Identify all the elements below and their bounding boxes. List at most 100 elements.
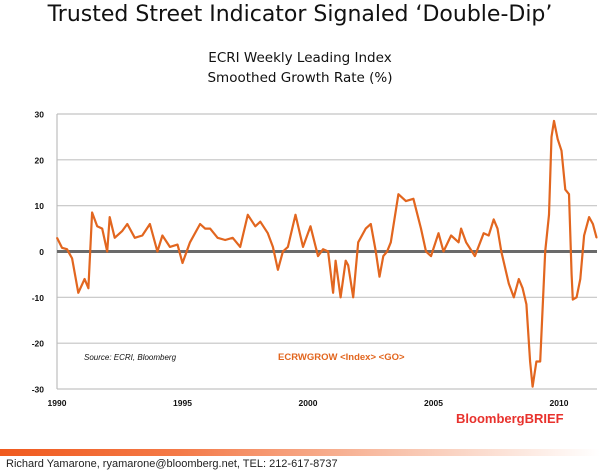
data-point: [309, 225, 312, 228]
data-point: [560, 149, 563, 152]
data-point: [568, 193, 570, 196]
data-point: [500, 250, 503, 253]
y-tick-label: 10: [35, 201, 45, 211]
data-point: [564, 188, 567, 191]
data-point: [287, 246, 289, 248]
data-point: [583, 234, 585, 237]
y-tick-label: 20: [35, 155, 45, 165]
data-point: [224, 239, 226, 241]
data-point: [420, 227, 422, 230]
x-tick-label: 2000: [299, 398, 318, 408]
data-point: [83, 278, 86, 280]
data-point: [492, 218, 495, 221]
data-point: [161, 234, 164, 237]
page-title: Trusted Street Indicator Signaled ‘Doubl…: [47, 2, 553, 27]
data-point: [390, 241, 392, 244]
data-point: [347, 264, 349, 267]
data-point: [588, 216, 590, 218]
x-tick-label: 2010: [550, 398, 569, 408]
data-point: [397, 193, 400, 196]
data-point: [106, 250, 108, 253]
bloomberg-brief-logo: BloombergBRIEF: [456, 411, 564, 426]
data-point: [457, 241, 460, 244]
data-point: [496, 227, 499, 230]
y-tick-label: -30: [32, 385, 45, 395]
data-point: [239, 246, 242, 248]
data-point: [548, 214, 550, 216]
data-point: [357, 241, 360, 244]
data-point: [553, 120, 555, 122]
data-point: [126, 223, 129, 225]
data-point: [579, 278, 582, 280]
data-point: [209, 227, 211, 230]
data-point: [91, 211, 93, 214]
data-point: [113, 236, 116, 239]
data-point: [572, 298, 574, 301]
data-point: [149, 223, 151, 225]
data-point: [108, 216, 111, 218]
data-point: [382, 255, 385, 257]
data-point: [272, 246, 274, 248]
data-point: [539, 360, 541, 363]
data-point: [96, 225, 98, 228]
data-point: [231, 236, 234, 239]
data-point: [405, 200, 407, 202]
data-point: [521, 287, 524, 289]
data-point: [121, 230, 124, 232]
footer-contact: Richard Yamarone, ryamarone@bloomberg.ne…: [6, 458, 338, 470]
data-point: [332, 291, 334, 294]
data-point: [465, 241, 467, 244]
data-point: [141, 234, 144, 237]
data-point: [87, 287, 90, 289]
data-point: [204, 227, 206, 230]
data-point: [317, 255, 319, 257]
ticker-annotation: ECRWGROW <Index> <GO>: [278, 352, 405, 363]
data-point: [592, 223, 594, 225]
data-point: [267, 232, 269, 234]
data-point: [294, 214, 297, 216]
data-point: [344, 259, 347, 262]
chart-title: ECRI Weekly Leading Index: [208, 50, 392, 66]
series-line: [56, 119, 598, 388]
data-point: [334, 259, 337, 262]
data-point: [71, 257, 73, 260]
data-point: [575, 296, 578, 299]
data-point: [369, 223, 372, 225]
data-point: [199, 223, 201, 225]
data-point: [189, 241, 191, 244]
data-point: [374, 250, 377, 253]
data-point: [487, 234, 490, 237]
data-point: [246, 214, 249, 216]
data-point: [550, 136, 553, 138]
data-point: [508, 282, 510, 285]
data-point: [430, 255, 432, 257]
data-point: [101, 227, 103, 230]
data-point: [56, 236, 58, 239]
data-point: [156, 250, 159, 253]
data-point: [437, 232, 440, 234]
data-point: [378, 275, 381, 278]
data-point: [425, 250, 427, 253]
data-point: [474, 255, 476, 257]
data-point: [277, 269, 279, 271]
y-tick-label: -20: [32, 339, 45, 349]
data-point: [570, 273, 573, 276]
data-point: [77, 291, 80, 294]
data-point: [595, 236, 598, 239]
data-point: [386, 250, 388, 253]
data-point: [259, 220, 262, 223]
source-note: Source: ECRI, Bloomberg: [84, 353, 177, 362]
data-point: [352, 296, 354, 299]
data-point: [322, 248, 324, 251]
data-point: [181, 262, 184, 264]
data-point: [302, 246, 304, 248]
data-point: [339, 296, 342, 299]
data-point: [66, 248, 68, 251]
data-point: [412, 197, 415, 200]
data-point: [556, 138, 559, 141]
data-point: [518, 278, 520, 280]
data-point: [216, 236, 219, 239]
data-point: [282, 250, 284, 253]
data-point: [176, 243, 179, 246]
